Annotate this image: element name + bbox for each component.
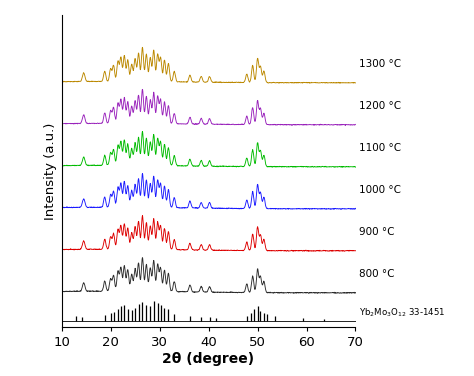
Text: 1100 °C: 1100 °C bbox=[359, 143, 401, 153]
Text: 800 °C: 800 °C bbox=[359, 269, 395, 279]
X-axis label: 2θ (degree): 2θ (degree) bbox=[163, 352, 255, 366]
Text: 1200 °C: 1200 °C bbox=[359, 101, 401, 111]
Text: 900 °C: 900 °C bbox=[359, 227, 395, 237]
Text: 1000 °C: 1000 °C bbox=[359, 185, 401, 195]
Text: 1300 °C: 1300 °C bbox=[359, 59, 401, 69]
Y-axis label: Intensity (a.u.): Intensity (a.u.) bbox=[45, 123, 57, 220]
Text: Yb$_2$Mo$_3$O$_{12}$ 33-1451: Yb$_2$Mo$_3$O$_{12}$ 33-1451 bbox=[359, 306, 446, 319]
